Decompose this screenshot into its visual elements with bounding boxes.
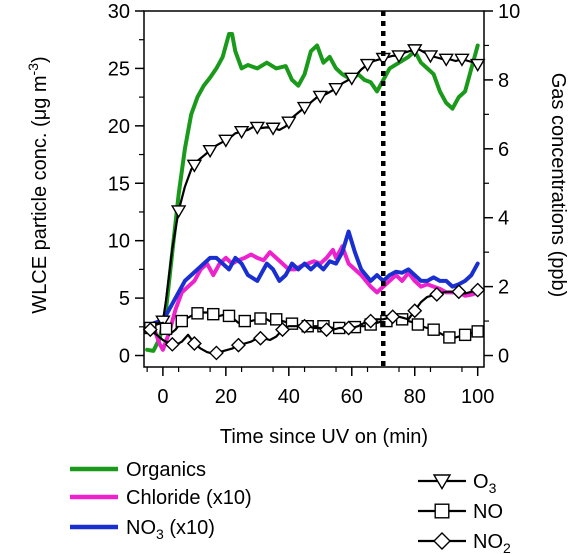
marker-no [443,331,456,344]
x-tick-label: 80 [404,386,426,408]
marker-o3 [265,122,281,136]
legend-label-chloride: Chloride (x10) [126,487,252,509]
marker-no [427,323,440,336]
legend-text-base: O [473,471,489,493]
y-right-tick-label: 4 [498,208,509,230]
legend-label-no2: NO2 [473,531,511,554]
marker-no [207,307,220,321]
marker-no2 [407,303,423,319]
x-tick-label: 20 [215,386,237,408]
marker-no [458,328,472,342]
marker-no2 [363,313,379,329]
marker-o3 [391,50,407,64]
marker-no [159,322,173,336]
legend-text-subscript: 3 [489,480,497,496]
y-right-tick-label: 6 [498,139,509,161]
y-left-title-superscript: -3 [25,63,41,76]
y-right-tick-label: 2 [498,277,509,299]
x-axis-title: Time since UV on (min) [220,426,428,448]
marker-no [471,325,484,338]
marker-o3 [469,58,486,72]
marker-no2 [164,336,180,352]
marker-no [254,312,267,325]
legend-marker-o3 [432,474,452,490]
y-left-tick-label: 0 [119,346,130,368]
y-left-tick-label: 15 [108,173,130,195]
marker-o3 [249,121,266,135]
marker-o3 [170,205,187,219]
y-left-tick-label: 10 [108,231,130,253]
legend-label-no3: NO3 (x10) [126,517,215,542]
series-line-no2 [149,289,478,355]
marker-no2 [186,335,202,351]
legend-text-base: NO [126,517,156,539]
y-right-tick-label: 0 [498,346,509,368]
marker-o3 [312,90,329,104]
marker-o3 [407,44,423,58]
marker-o3 [296,101,313,116]
legend-text-subscript: 3 [156,526,164,542]
marker-o3 [438,53,454,67]
marker-no2 [429,286,445,302]
marker-no [175,314,189,328]
y-left-title-main: WLCE particle conc. (μg m [29,75,51,313]
marker-o3 [344,72,360,86]
series-line-chloride [145,244,480,352]
x-tick-label: 40 [278,386,300,408]
plot-frame [143,10,485,368]
marker-no2 [451,284,467,300]
legend-label-o3: O3 [473,471,497,496]
y-left-tick-label: 30 [108,1,130,23]
y-left-tick-label: 5 [119,288,130,310]
marker-no [222,309,236,323]
marker-no2 [341,320,357,336]
marker-no2 [470,282,486,298]
y-left-axis-title: WLCE particle conc. (μg m-3) [25,56,51,313]
series-line-no3 [145,229,480,329]
legend-label-organics: Organics [126,459,206,481]
marker-no [238,314,251,328]
marker-o3 [422,50,439,64]
marker-no2 [385,309,401,325]
y-right-tick-label: 10 [498,1,520,23]
legend-text-suffix: (x10) [164,517,215,539]
legend-marker-no2 [433,532,451,550]
marker-o3 [186,159,203,173]
x-tick-label: 60 [341,386,363,408]
y-right-axis-title: Gas concentrations (ppb) [547,73,569,298]
y-left-tick-label: 25 [108,58,130,80]
marker-o3 [218,134,234,148]
marker-no2 [297,318,313,334]
marker-no [411,318,425,331]
marker-no [285,317,299,330]
y-left-title-close: ) [29,56,51,63]
marker-no [191,307,204,320]
legend-text-base: NO [473,531,503,553]
legend-text-subscript: 2 [503,540,511,554]
legend-label-no: NO [473,501,503,523]
y-right-tick-label: 8 [498,70,509,92]
marker-o3 [202,144,218,159]
marker-o3 [233,126,250,140]
y-left-tick-label: 20 [108,116,130,138]
marker-o3 [328,82,344,97]
x-tick-label: 100 [461,386,494,408]
x-tick-label: 0 [157,386,168,408]
marker-o3 [359,58,376,72]
marker-no2 [319,322,335,338]
marker-o3 [281,116,297,130]
marker-no2 [275,322,291,338]
marker-no2 [230,337,246,353]
marker-o3 [454,53,470,67]
marker-no2 [252,330,268,346]
marker-no [269,313,283,326]
marker-no2 [208,345,224,361]
legend-marker-no [434,503,450,519]
plot-area [142,11,486,367]
marker-no2 [142,322,158,338]
series-line-organics [145,32,480,353]
